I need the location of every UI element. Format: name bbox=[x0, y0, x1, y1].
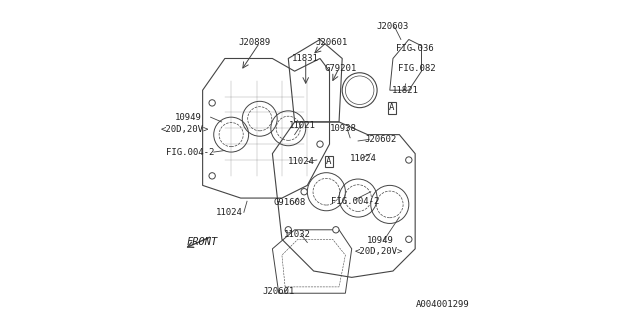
Text: 11024: 11024 bbox=[216, 208, 243, 217]
Circle shape bbox=[285, 227, 291, 233]
Text: G79201: G79201 bbox=[324, 63, 356, 73]
Text: 11831: 11831 bbox=[292, 54, 319, 63]
Text: 11021: 11021 bbox=[289, 121, 316, 130]
Text: 10949: 10949 bbox=[367, 236, 394, 245]
Circle shape bbox=[301, 188, 307, 195]
Text: <20D,20V>: <20D,20V> bbox=[355, 247, 403, 257]
Text: J20601: J20601 bbox=[315, 38, 348, 47]
Text: <20D,20V>: <20D,20V> bbox=[161, 125, 209, 134]
Text: G91608: G91608 bbox=[274, 198, 306, 207]
Text: 11821: 11821 bbox=[392, 86, 419, 95]
Text: 11024: 11024 bbox=[349, 154, 376, 163]
Circle shape bbox=[209, 100, 215, 106]
Text: J20602: J20602 bbox=[364, 135, 396, 144]
Text: J20889: J20889 bbox=[239, 38, 271, 47]
Text: FIG.082: FIG.082 bbox=[398, 63, 436, 73]
Circle shape bbox=[406, 157, 412, 163]
Text: A: A bbox=[389, 103, 394, 112]
Text: 10938: 10938 bbox=[330, 124, 357, 133]
Text: 11024: 11024 bbox=[287, 157, 314, 166]
Text: J20601: J20601 bbox=[262, 287, 295, 296]
Circle shape bbox=[333, 227, 339, 233]
Text: A: A bbox=[326, 157, 332, 166]
Text: A004001299: A004001299 bbox=[415, 300, 469, 309]
Circle shape bbox=[209, 173, 215, 179]
Text: FIG.004-2: FIG.004-2 bbox=[166, 148, 214, 156]
Text: FRONT: FRONT bbox=[187, 237, 218, 247]
Circle shape bbox=[317, 141, 323, 147]
Circle shape bbox=[406, 236, 412, 243]
Text: FIG.036: FIG.036 bbox=[396, 44, 434, 53]
Text: 10949: 10949 bbox=[175, 113, 202, 122]
Text: 11032: 11032 bbox=[284, 230, 311, 239]
Text: J20603: J20603 bbox=[377, 22, 409, 31]
Text: FIG.004-2: FIG.004-2 bbox=[331, 197, 379, 206]
